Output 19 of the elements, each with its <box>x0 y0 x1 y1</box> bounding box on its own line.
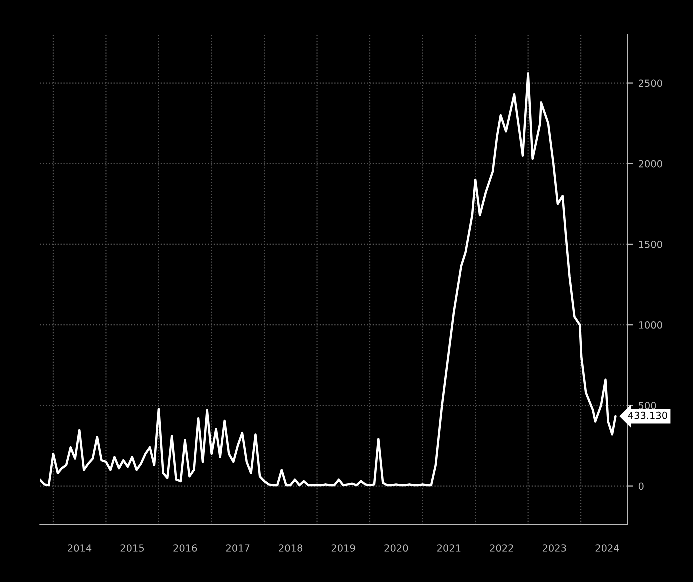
y-tick-label: 2500 <box>638 80 662 88</box>
y-tick-label: 1500 <box>639 240 662 248</box>
x-tick-label: 2018 <box>279 544 303 552</box>
x-tick-label: 2021 <box>438 544 461 552</box>
x-tick-label: 2019 <box>332 544 356 552</box>
x-tick-label: 2023 <box>542 544 566 552</box>
line-series <box>40 72 617 487</box>
x-tick-label: 2024 <box>596 544 620 552</box>
x-tick-label: 2015 <box>120 544 144 552</box>
y-tick-label: 1000 <box>639 322 662 329</box>
x-tick-label: 2020 <box>384 544 408 552</box>
x-tick-label: 2017 <box>226 544 250 552</box>
y-tick-label: 2000 <box>638 160 662 168</box>
y-tick-label: 0 <box>638 482 644 490</box>
y-tick-label: 500 <box>639 402 656 410</box>
x-tick-label: 2022 <box>490 544 514 552</box>
x-tick-label: 2016 <box>174 544 198 552</box>
annotation: 433.130 <box>628 412 668 420</box>
x-tick-label: 2014 <box>68 544 92 552</box>
